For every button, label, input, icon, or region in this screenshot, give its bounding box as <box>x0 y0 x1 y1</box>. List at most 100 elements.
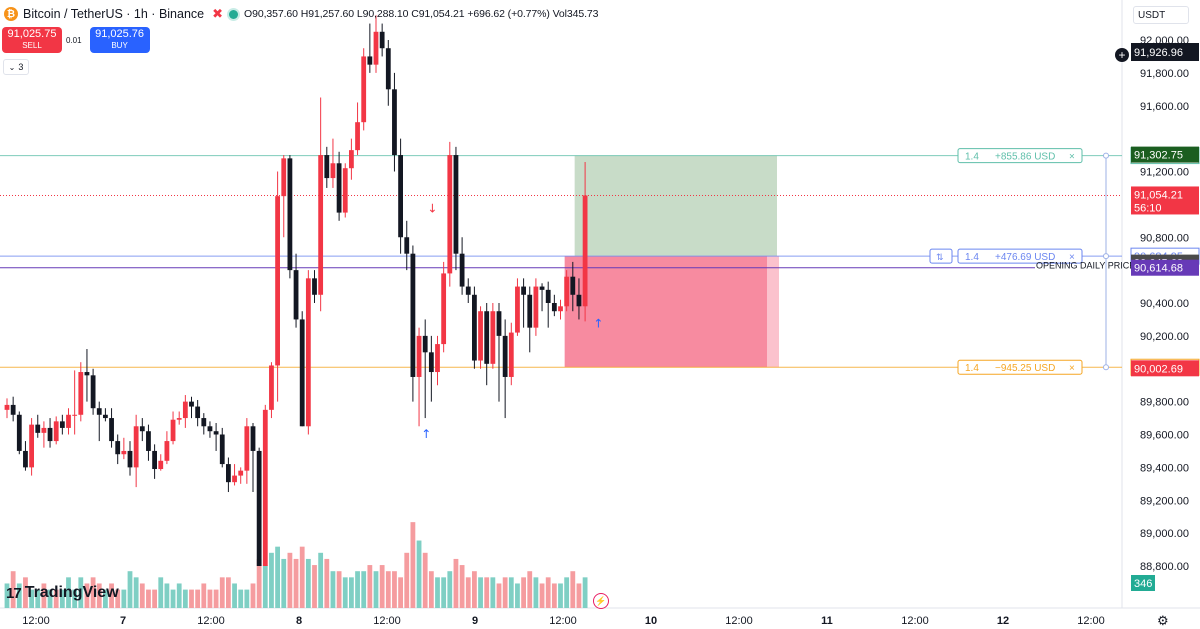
add-alert-icon[interactable]: + <box>1115 48 1129 62</box>
candle-body <box>428 352 434 373</box>
buy-signal-arrow-icon: ↑ <box>593 317 603 331</box>
candle-body <box>472 294 477 361</box>
candle-body <box>361 56 367 123</box>
candle-body <box>164 441 170 461</box>
spread-value: 0.01 <box>66 35 82 45</box>
volume-bar <box>53 589 59 608</box>
x-tick-label: 12:00 <box>901 615 929 627</box>
buy-label: BUY <box>111 41 128 50</box>
candle-body <box>324 155 330 179</box>
volume-bar <box>533 577 539 608</box>
volume-bar <box>428 571 434 608</box>
volume-bar <box>564 577 570 608</box>
volume-bar <box>453 558 459 608</box>
volume-bar <box>29 589 34 608</box>
volume-bar <box>545 577 551 608</box>
candle-body <box>410 253 416 377</box>
countdown-label: 56:10 <box>1134 202 1162 214</box>
volume-bar <box>275 546 280 608</box>
y-tick-label: 90,400.00 <box>1140 298 1189 310</box>
currency-label: USDT <box>1138 9 1166 21</box>
x-tick-label: 11 <box>821 615 833 627</box>
sell-button[interactable]: 91,025.75 SELL <box>2 27 62 53</box>
y-tick-label: 89,400.00 <box>1140 462 1189 474</box>
volume-bar <box>527 571 533 608</box>
volume-bar <box>262 565 268 608</box>
volume-bar <box>515 583 520 608</box>
volume-bar <box>465 577 471 608</box>
volume-bar <box>349 577 354 608</box>
candle-body <box>582 195 588 307</box>
candle-body <box>422 335 428 353</box>
candle-body <box>293 270 299 320</box>
candle-body <box>10 404 16 415</box>
volume-bar <box>379 565 385 608</box>
candle-body <box>404 237 410 254</box>
candle-body <box>256 450 262 566</box>
y-tick-label: 89,200.00 <box>1140 495 1189 507</box>
volume-bar <box>324 558 330 608</box>
candle-body <box>201 418 207 427</box>
volume-bar <box>484 577 490 608</box>
candle-body <box>195 406 201 419</box>
entry-pnl: +476.69 USD <box>995 252 1055 263</box>
price-badge <box>1131 259 1199 276</box>
volume-bar <box>508 577 514 608</box>
symbol-title[interactable]: Bitcoin / TetherUS · 1h · Binance <box>23 7 205 21</box>
chevron-down-icon: ⌄ <box>8 62 16 72</box>
candle-body <box>23 450 28 468</box>
ohlc-values: O90,357.60 H91,257.60 L90,288.10 C91,054… <box>244 8 599 20</box>
volume-bar <box>502 577 508 608</box>
close-icon[interactable]: ✖ <box>212 6 224 21</box>
volume-bar <box>570 571 576 608</box>
candle-body <box>305 278 311 427</box>
stop-loss-qty: 1.4 <box>965 363 979 374</box>
volume-bar <box>146 589 151 608</box>
volume-bar <box>35 589 41 608</box>
current-price-label: 91,054.21 <box>1134 189 1183 201</box>
price-badge-label: 91,302.75 <box>1134 150 1183 162</box>
volume-bar <box>244 589 250 608</box>
volume-bar <box>103 589 108 608</box>
tradingview-logo: 17 TradingView <box>6 584 119 602</box>
x-tick-label: 12:00 <box>549 615 577 627</box>
currency-selector[interactable]: USDT <box>1133 6 1189 24</box>
volume-bar <box>392 571 397 608</box>
candle-body <box>299 319 305 427</box>
candle-body <box>551 303 557 312</box>
candle-body <box>398 155 403 238</box>
range-handle <box>1103 152 1109 159</box>
candle-body <box>262 409 268 566</box>
candle-body <box>367 56 373 65</box>
candle-body <box>336 163 342 213</box>
volume-bar <box>170 589 176 608</box>
indicators-collapse-button[interactable]: ⌄ 3 <box>3 59 29 75</box>
volume-bar <box>305 558 311 608</box>
volume-bar <box>582 577 588 608</box>
volume-bar <box>521 577 526 608</box>
volume-bar <box>435 577 440 608</box>
volume-bar <box>250 583 256 608</box>
volume-bar <box>478 577 483 608</box>
volume-bar <box>10 571 16 608</box>
gear-icon[interactable]: ⚙ <box>1157 613 1169 628</box>
x-tick-label: 12:00 <box>725 615 753 627</box>
candle-body <box>490 311 496 364</box>
candle-body <box>533 286 539 328</box>
price-badge-label: 90,614.68 <box>1134 263 1183 275</box>
candle-body <box>213 431 219 435</box>
volume-bar <box>59 589 65 608</box>
candle-body <box>59 421 65 428</box>
volume-bar <box>416 540 422 608</box>
candle-body <box>158 460 164 470</box>
lightning-icon[interactable]: ⚡ <box>593 593 609 609</box>
candle-body <box>226 464 231 483</box>
buy-button[interactable]: 91,025.76 BUY <box>89 27 150 53</box>
y-tick-label: 91,200.00 <box>1140 167 1189 179</box>
candle-body <box>41 427 47 433</box>
candle-body <box>146 431 151 451</box>
candle-body <box>416 335 422 377</box>
stop-loss-zone-edge <box>767 256 779 368</box>
y-tick-label: 90,200.00 <box>1140 331 1189 343</box>
